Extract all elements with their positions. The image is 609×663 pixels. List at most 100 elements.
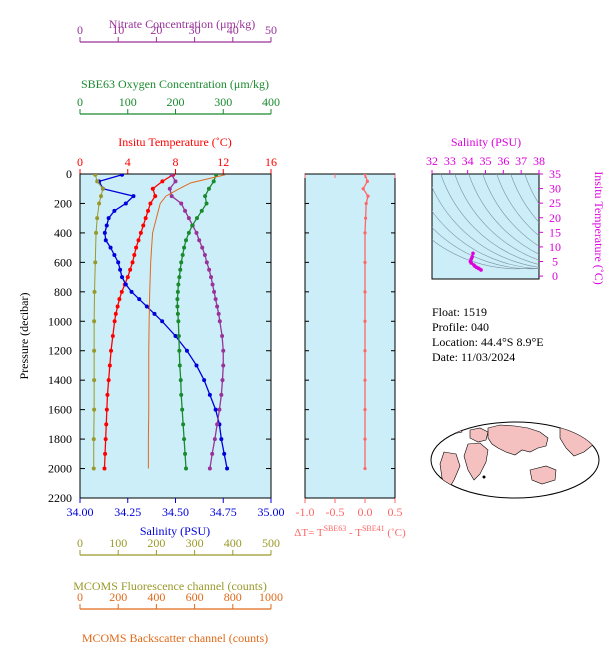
map-landmass-africa [463,442,489,481]
pressure-tick-label: 800 [54,285,72,299]
ts-ytick-label: 30 [549,182,561,196]
delta-t-point [363,378,367,382]
delta-t-point [366,194,370,198]
nitrate-point [221,363,226,368]
oxygen-point [180,407,185,412]
delta-t-tick-label: 0.0 [358,505,373,519]
backscatter-tick-label: 1000 [259,590,283,604]
salinity-tick-label: 35.00 [258,505,285,519]
ts-xtick-label: 36 [497,154,509,168]
fluorescence-tick-label: 500 [262,536,280,550]
oxygen-point [180,253,185,257]
salinity-point [108,245,113,250]
temperature-tick-label: 0 [77,155,83,169]
oxygen-point [203,194,208,199]
delta-t-point [363,260,367,264]
salinity-point [103,238,108,243]
nitrate-point [200,245,205,250]
nitrate-point [212,289,217,294]
delta-t-axis-label: ΔT= TSBE63 - TSBE41 (˚C) [294,524,406,539]
profile-number: Profile: 040 [432,320,489,334]
oxygen-point [175,311,180,316]
pressure-tick-label: 400 [54,226,72,240]
temperature-point [102,466,107,471]
temperature-point [160,179,165,184]
salinity-point [213,407,218,412]
fluorescence-tick-label: 400 [224,536,242,550]
fluorescence-tick-label: 200 [147,536,165,550]
salinity-point [106,216,111,221]
nitrate-point [215,422,220,427]
temperature-point [134,245,139,250]
temperature-point [146,208,151,213]
temperature-point [119,289,124,294]
oxygen-point [184,238,189,243]
ts-points [468,251,483,272]
temperature-point [105,392,110,397]
float-info: Float: 1519 Profile: 040 Location: 44.4°… [432,305,544,364]
ts-ytick-label: 10 [549,240,561,254]
oxygen-point [184,466,189,471]
oxygen-tick-label: 200 [167,95,185,109]
map-landmass-greenland [447,423,463,435]
salinity-point [225,466,230,471]
date: Date: 11/03/2024 [432,350,515,364]
nitrate-tick-label: 40 [227,23,239,37]
nitrate-point [209,275,214,280]
pressure-tick-label: 1800 [48,432,72,446]
fluorescence-point [100,186,105,191]
oxygen-point [206,186,211,191]
oxygen-axis-label: SBE63 Oxygen Concentration (μm/kg) [81,77,269,91]
temperature-point [110,334,115,338]
backscatter-tick-label: 400 [147,590,165,604]
nitrate-point [217,319,222,324]
fluorescence-point [93,260,98,265]
ts-point [479,268,483,272]
salinity-point [219,437,224,442]
oxygen-point [178,267,183,272]
temperature-point [107,363,112,368]
nitrate-point [204,260,209,265]
nitrate-point [207,466,212,471]
temperature-point [103,451,108,456]
delta-t-point [363,319,367,323]
map-landmass-europe [469,427,489,443]
pressure-tick-label: 1600 [48,403,72,417]
delta-t-point [363,290,367,294]
temperature-point [148,201,153,206]
nitrate-point [202,253,207,257]
salinity-point [202,378,207,383]
oxygen-point [178,378,183,383]
ts-point [476,266,481,271]
salinity-point [160,319,165,324]
fluorescence-tick-label: 0 [77,536,83,550]
delta-t-series [361,174,370,471]
nitrate-point [210,282,215,287]
temperature-axis-label: Insitu Temperature (˚C) [118,135,232,149]
salinity-axis-label: Salinity (PSU) [140,524,210,538]
oxygen-point [214,174,219,177]
ts-density-contours [432,174,539,270]
oxygen-axis: SBE63 Oxygen Concentration (μm/kg) 0 100 2… [77,77,280,115]
oxygen-point [182,245,187,250]
delta-t-point [364,201,368,206]
ts-point [473,264,477,268]
temperature-point [132,253,137,257]
salinity-point [131,194,136,199]
pressure-tick-label: 2200 [48,491,72,505]
oxygen-point [177,348,182,353]
nitrate-point [210,451,215,456]
salinity-point [102,230,107,235]
nitrate-axis: Nitrate Concentration (μm/kg) 0 10 20 30 40 5… [77,17,277,43]
pressure-tick-label: 2000 [48,462,72,476]
backscatter-axis-label: MCOMS Backscatter channel (counts) [82,631,268,645]
nitrate-tick-label: 50 [265,23,277,37]
temperature-point [130,260,135,265]
delta-t-point [364,216,368,220]
temperature-point [125,275,130,280]
salinity-point [118,267,123,272]
delta-t-plot-background [304,173,396,499]
temperature-point [150,186,155,191]
